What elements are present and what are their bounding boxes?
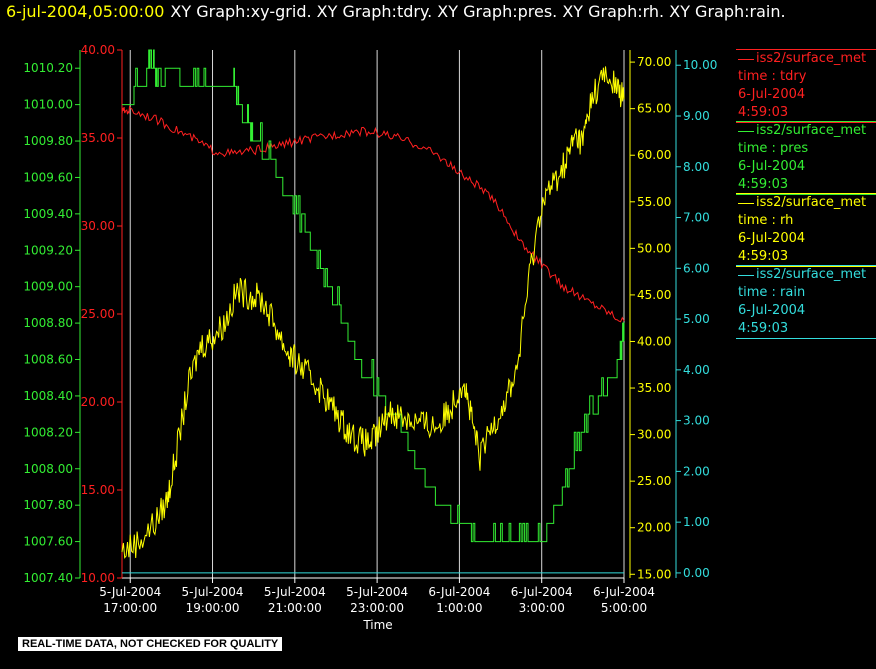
legend-line1: time : tdry — [738, 69, 807, 84]
x-tick-label-date: 6-Jul-2004 — [593, 585, 655, 599]
pres-tick-label: 1009.60 — [23, 170, 73, 184]
rh-tick-label: 65.00 — [637, 102, 671, 116]
pres-tick-label: 1009.20 — [23, 243, 73, 257]
x-tick-label-date: 6-Jul-2004 — [428, 585, 490, 599]
current-time-label: 6-jul-2004,05:00:00 — [6, 2, 165, 21]
legend-line-swatch — [738, 275, 754, 276]
rain-tick-label: 8.00 — [683, 160, 710, 174]
tdry-tick-label: 30.00 — [81, 219, 115, 233]
legend-line2: 6-Jul-2004 — [738, 87, 806, 102]
x-tick-label-time: 5:00:00 — [601, 601, 647, 615]
rh-tick-label: 30.00 — [637, 428, 671, 442]
rain-tick-label: 6.00 — [683, 261, 710, 275]
legend-line1: time : rain — [738, 285, 806, 300]
pres-tick-label: 1008.80 — [23, 316, 73, 330]
x-tick-label-date: 5-Jul-2004 — [182, 585, 244, 599]
rain-tick-label: 9.00 — [683, 109, 710, 123]
rh-tick-label: 15.00 — [637, 567, 671, 581]
x-tick-label-date: 5-Jul-2004 — [99, 585, 161, 599]
rh-tick-label: 70.00 — [637, 55, 671, 69]
quality-notice: REAL-TIME DATA, NOT CHECKED FOR QUALITY — [18, 637, 283, 651]
x-tick-label-time: 3:00:00 — [519, 601, 565, 615]
rh-tick-label: 60.00 — [637, 148, 671, 162]
legend-source-label: iss2/surface_met — [756, 123, 867, 138]
pres-tick-label: 1007.80 — [23, 498, 73, 512]
legend-line1: time : pres — [738, 141, 809, 156]
rain-tick-label: 0.00 — [683, 566, 710, 580]
legend-line2: 6-Jul-2004 — [738, 231, 806, 246]
pres-tick-label: 1009.00 — [23, 280, 73, 294]
rh-series-line — [121, 66, 625, 559]
rh-tick-label: 55.00 — [637, 195, 671, 209]
pres-tick-label: 1007.60 — [23, 535, 73, 549]
legend-line-swatch — [738, 59, 754, 60]
rain-tick-label: 1.00 — [683, 515, 710, 529]
tdry-series-line — [121, 105, 625, 323]
x-tick-label-time: 1:00:00 — [436, 601, 482, 615]
rh-tick-label: 25.00 — [637, 474, 671, 488]
legend-line2: 6-Jul-2004 — [738, 159, 806, 174]
rh-tick-label: 35.00 — [637, 381, 671, 395]
x-tick-label-time: 17:00:00 — [103, 601, 157, 615]
pres-tick-label: 1008.20 — [23, 425, 73, 439]
x-tick-label-time: 23:00:00 — [350, 601, 404, 615]
tdry-tick-label: 35.00 — [81, 131, 115, 145]
tdry-tick-label: 10.00 — [81, 571, 115, 585]
pres-tick-label: 1007.40 — [23, 571, 73, 585]
legend-source: iss2/surface_met — [736, 193, 876, 212]
tdry-tick-label: 20.00 — [81, 395, 115, 409]
rain-tick-label: 3.00 — [683, 414, 710, 428]
legend-source: iss2/surface_met — [736, 49, 876, 68]
rain-tick-label: 2.00 — [683, 464, 710, 478]
pres-series-line — [122, 49, 625, 543]
pres-tick-label: 1008.00 — [23, 462, 73, 476]
legend-line2: 6-Jul-2004 — [738, 303, 806, 318]
legend-line-swatch — [738, 131, 754, 132]
rain-tick-label: 7.00 — [683, 211, 710, 225]
rh-tick-label: 40.00 — [637, 334, 671, 348]
legend-source-label: iss2/surface_met — [756, 195, 867, 210]
x-axis-label: Time — [362, 618, 392, 632]
rh-tick-label: 50.00 — [637, 241, 671, 255]
legend-line3: 4:59:03 — [736, 320, 876, 339]
legend-source: iss2/surface_met — [736, 265, 876, 284]
chart-title-bar: 6-jul-2004,05:00:00 XY Graph:xy-grid. XY … — [6, 2, 786, 21]
legend-source-label: iss2/surface_met — [756, 51, 867, 66]
pres-tick-label: 1008.40 — [23, 389, 73, 403]
rain-tick-label: 4.00 — [683, 363, 710, 377]
rh-tick-label: 45.00 — [637, 288, 671, 302]
rh-tick-label: 20.00 — [637, 521, 671, 535]
tdry-tick-label: 15.00 — [81, 483, 115, 497]
x-tick-label-time: 21:00:00 — [268, 601, 322, 615]
legend-line-swatch — [738, 203, 754, 204]
legend-source-label: iss2/surface_met — [756, 267, 867, 282]
graph-list-label: XY Graph:xy-grid. XY Graph:tdry. XY Grap… — [170, 2, 786, 21]
legend-line3: 4:59:03 — [736, 104, 876, 123]
legend-source: iss2/surface_met — [736, 121, 876, 140]
pres-tick-label: 1009.80 — [23, 134, 73, 148]
pres-tick-label: 1009.40 — [23, 207, 73, 221]
tdry-tick-label: 25.00 — [81, 307, 115, 321]
x-tick-label-date: 6-Jul-2004 — [511, 585, 573, 599]
pres-tick-label: 1010.00 — [23, 98, 73, 112]
rain-tick-label: 10.00 — [683, 58, 717, 72]
legend-line1: time : rh — [738, 213, 794, 228]
tdry-tick-label: 40.00 — [81, 43, 115, 57]
x-tick-label-date: 5-Jul-2004 — [346, 585, 408, 599]
legend-line3: 4:59:03 — [736, 248, 876, 267]
pres-tick-label: 1008.60 — [23, 353, 73, 367]
rain-tick-label: 5.00 — [683, 312, 710, 326]
pres-tick-label: 1010.20 — [23, 61, 73, 75]
x-tick-label-time: 19:00:00 — [186, 601, 240, 615]
x-tick-label-date: 5-Jul-2004 — [264, 585, 326, 599]
legend-line3: 4:59:03 — [736, 176, 876, 195]
